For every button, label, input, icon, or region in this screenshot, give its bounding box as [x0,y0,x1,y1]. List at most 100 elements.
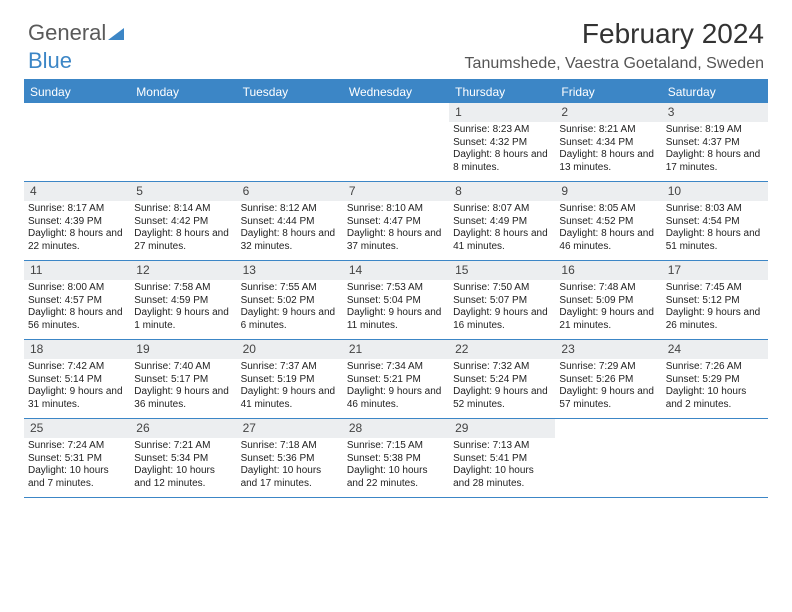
sunset-line: Sunset: 5:17 PM [134,374,232,387]
daylight-line: Daylight: 9 hours and 52 minutes. [453,386,551,411]
logo-triangle-icon [108,22,126,48]
calendar-week: 11Sunrise: 8:00 AMSunset: 4:57 PMDayligh… [24,261,768,340]
daylight-line: Daylight: 8 hours and 41 minutes. [453,228,551,253]
day-header: Wednesday [343,81,449,103]
daylight-line: Daylight: 8 hours and 13 minutes. [559,149,657,174]
sunrise-line: Sunrise: 7:18 AM [241,440,339,453]
calendar-cell: 24Sunrise: 7:26 AMSunset: 5:29 PMDayligh… [662,340,768,418]
sunrise-line: Sunrise: 7:29 AM [559,361,657,374]
day-number: 6 [237,182,343,201]
daylight-line: Daylight: 9 hours and 1 minute. [134,307,232,332]
day-number [343,103,449,120]
sunrise-line: Sunrise: 8:19 AM [666,124,764,137]
sunrise-line: Sunrise: 7:40 AM [134,361,232,374]
day-number: 15 [449,261,555,280]
day-number: 21 [343,340,449,359]
sunset-line: Sunset: 4:57 PM [28,295,126,308]
sunset-line: Sunset: 4:34 PM [559,137,657,150]
day-number: 19 [130,340,236,359]
sunrise-line: Sunrise: 8:07 AM [453,203,551,216]
sunrise-line: Sunrise: 8:10 AM [347,203,445,216]
calendar-cell: 3Sunrise: 8:19 AMSunset: 4:37 PMDaylight… [662,103,768,181]
daylight-line: Daylight: 8 hours and 32 minutes. [241,228,339,253]
day-header: Saturday [662,81,768,103]
sunrise-line: Sunrise: 7:15 AM [347,440,445,453]
daylight-line: Daylight: 10 hours and 12 minutes. [134,465,232,490]
logo-text-2: Blue [28,48,72,73]
calendar-cell: 11Sunrise: 8:00 AMSunset: 4:57 PMDayligh… [24,261,130,339]
page-title: February 2024 [582,18,764,50]
sunset-line: Sunset: 4:54 PM [666,216,764,229]
calendar-week: 4Sunrise: 8:17 AMSunset: 4:39 PMDaylight… [24,182,768,261]
sunrise-line: Sunrise: 8:03 AM [666,203,764,216]
brand-logo: General Blue [28,20,126,74]
day-number [24,103,130,120]
calendar-cell: 13Sunrise: 7:55 AMSunset: 5:02 PMDayligh… [237,261,343,339]
calendar-cell: 16Sunrise: 7:48 AMSunset: 5:09 PMDayligh… [555,261,661,339]
calendar-cell: 4Sunrise: 8:17 AMSunset: 4:39 PMDaylight… [24,182,130,260]
calendar-cell [343,103,449,181]
daylight-line: Daylight: 8 hours and 46 minutes. [559,228,657,253]
calendar-cell: 22Sunrise: 7:32 AMSunset: 5:24 PMDayligh… [449,340,555,418]
sunrise-line: Sunrise: 7:26 AM [666,361,764,374]
sunset-line: Sunset: 5:02 PM [241,295,339,308]
sunset-line: Sunset: 4:32 PM [453,137,551,150]
day-number: 7 [343,182,449,201]
calendar-week: 18Sunrise: 7:42 AMSunset: 5:14 PMDayligh… [24,340,768,419]
calendar-week: 25Sunrise: 7:24 AMSunset: 5:31 PMDayligh… [24,419,768,498]
daylight-line: Daylight: 9 hours and 16 minutes. [453,307,551,332]
day-number: 29 [449,419,555,438]
logo-text-1: General [28,20,106,45]
day-number: 18 [24,340,130,359]
day-number [662,419,768,436]
calendar-cell: 20Sunrise: 7:37 AMSunset: 5:19 PMDayligh… [237,340,343,418]
day-number: 14 [343,261,449,280]
calendar-cell [24,103,130,181]
day-header: Monday [130,81,236,103]
daylight-line: Daylight: 10 hours and 7 minutes. [28,465,126,490]
location-subtitle: Tanumshede, Vaestra Goetaland, Sweden [465,55,764,73]
sunrise-line: Sunrise: 7:21 AM [134,440,232,453]
calendar-grid: SundayMondayTuesdayWednesdayThursdayFrid… [24,81,768,498]
calendar-cell: 5 Sunrise: 8:14 AMSunset: 4:42 PMDaylight… [130,182,236,260]
calendar-cell: 18Sunrise: 7:42 AMSunset: 5:14 PMDayligh… [24,340,130,418]
day-number: 17 [662,261,768,280]
sunrise-line: Sunrise: 8:23 AM [453,124,551,137]
day-number: 9 [555,182,661,201]
sunset-line: Sunset: 5:34 PM [134,453,232,466]
daylight-line: Daylight: 9 hours and 31 minutes. [28,386,126,411]
day-number: 23 [555,340,661,359]
sunrise-line: Sunrise: 8:14 AM [134,203,232,216]
day-number: 27 [237,419,343,438]
sunset-line: Sunset: 5:24 PM [453,374,551,387]
sunset-line: Sunset: 5:41 PM [453,453,551,466]
day-number: 8 [449,182,555,201]
daylight-line: Daylight: 8 hours and 27 minutes. [134,228,232,253]
day-number: 1 [449,103,555,122]
sunset-line: Sunset: 5:21 PM [347,374,445,387]
daylight-line: Daylight: 8 hours and 8 minutes. [453,149,551,174]
daylight-line: Daylight: 9 hours and 41 minutes. [241,386,339,411]
calendar-cell: 23Sunrise: 7:29 AMSunset: 5:26 PMDayligh… [555,340,661,418]
calendar-cell [555,419,661,497]
sunrise-line: Sunrise: 7:55 AM [241,282,339,295]
calendar-cell: 17Sunrise: 7:45 AMSunset: 5:12 PMDayligh… [662,261,768,339]
daylight-line: Daylight: 10 hours and 28 minutes. [453,465,551,490]
day-number [555,419,661,436]
daylight-line: Daylight: 10 hours and 17 minutes. [241,465,339,490]
calendar-cell [237,103,343,181]
day-number: 5 [130,182,236,201]
calendar-cell: 26Sunrise: 7:21 AMSunset: 5:34 PMDayligh… [130,419,236,497]
sunrise-line: Sunrise: 7:53 AM [347,282,445,295]
calendar-cell: 14Sunrise: 7:53 AMSunset: 5:04 PMDayligh… [343,261,449,339]
day-header-row: SundayMondayTuesdayWednesdayThursdayFrid… [24,81,768,103]
sunset-line: Sunset: 4:47 PM [347,216,445,229]
day-number: 11 [24,261,130,280]
sunset-line: Sunset: 4:52 PM [559,216,657,229]
daylight-line: Daylight: 9 hours and 11 minutes. [347,307,445,332]
sunset-line: Sunset: 4:37 PM [666,137,764,150]
calendar-cell: 15Sunrise: 7:50 AMSunset: 5:07 PMDayligh… [449,261,555,339]
calendar-cell: 10Sunrise: 8:03 AMSunset: 4:54 PMDayligh… [662,182,768,260]
sunrise-line: Sunrise: 7:50 AM [453,282,551,295]
sunset-line: Sunset: 4:42 PM [134,216,232,229]
